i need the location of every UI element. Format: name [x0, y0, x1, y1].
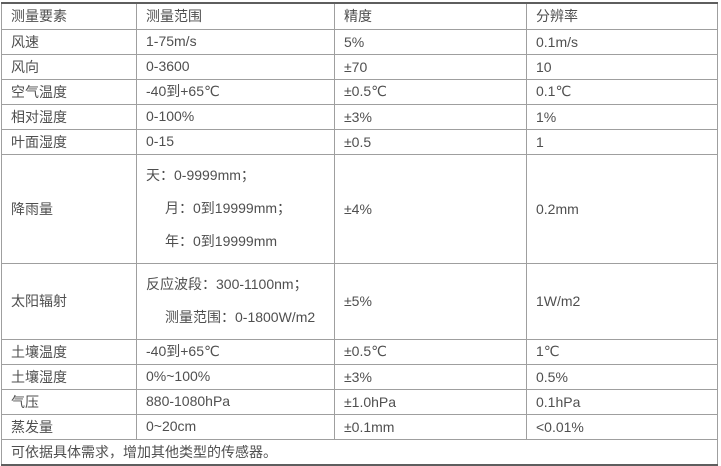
cell-measure-range: 1-75m/s	[136, 28, 335, 55]
header-row: 测量要素 测量范围 精度 分辨率	[1, 2, 718, 30]
cell-resolution: 1W/m2	[526, 262, 718, 340]
cell-measure-range: 880-1080hPa	[136, 388, 335, 415]
cell-accuracy: ±70	[334, 53, 527, 80]
cell-measure-element: 气压	[1, 388, 137, 415]
footer-row: 可依据具体需求，增加其他类型的传感器。	[1, 438, 718, 465]
table-row: 空气温度 -40到+65℃ ±0.5℃ 0.1℃	[1, 78, 718, 105]
table-row: 风向 0-3600 ±70 10	[1, 53, 718, 80]
range-line: 0%~100%	[146, 368, 211, 384]
cell-accuracy: ±5%	[334, 262, 527, 340]
cell-resolution: 1℃	[526, 338, 718, 365]
cell-measure-range: 0-3600	[136, 53, 335, 80]
table-row: 降雨量 天：0-9999mm； 月：0到19999mm； 年：0到19999mm ±4%…	[1, 153, 718, 264]
range-line: 反应波段：300-1100nm；	[146, 276, 308, 292]
table-row: 相对湿度 0-100% ±3% 1%	[1, 103, 718, 130]
cell-measure-range: 0-15	[136, 128, 335, 155]
header-accuracy: 精度	[334, 2, 527, 30]
cell-resolution: 0.5%	[526, 363, 718, 390]
range-line: 0-3600	[146, 58, 190, 74]
header-measure-element: 测量要素	[1, 2, 137, 30]
cell-measure-range: 0%~100%	[136, 363, 335, 390]
cell-accuracy: ±4%	[334, 153, 527, 264]
table-footer: 可依据具体需求，增加其他类型的传感器。	[1, 438, 718, 465]
range-line: 0~20cm	[146, 418, 197, 434]
cell-measure-element: 降雨量	[1, 153, 137, 264]
range-line: -40到+65℃	[146, 343, 220, 359]
cell-accuracy: ±0.1mm	[334, 413, 527, 440]
cell-measure-range: 0~20cm	[136, 413, 335, 440]
footer-note: 可依据具体需求，增加其他类型的传感器。	[1, 438, 718, 465]
table-row: 土壤温度 -40到+65℃ ±0.5℃ 1℃	[1, 338, 718, 365]
cell-measure-range: 反应波段：300-1100nm； 测量范围：0-1800W/m2	[136, 262, 335, 340]
cell-resolution: 10	[526, 53, 718, 80]
range-line: 测量范围：0-1800W/m2	[165, 309, 316, 325]
cell-accuracy: 5%	[334, 28, 527, 55]
spec-table-body: 风速 1-75m/s 5% 0.1m/s 风向 0-3600 ±70 10 空气温度 -40到+6…	[1, 28, 718, 440]
cell-measure-range: -40到+65℃	[136, 78, 335, 105]
cell-resolution: 0.1m/s	[526, 28, 718, 55]
cell-measure-element: 太阳辐射	[1, 262, 137, 340]
cell-resolution: 1	[526, 128, 718, 155]
range-line: 天：0-9999mm；	[146, 167, 255, 183]
table-header: 测量要素 测量范围 精度 分辨率	[1, 2, 718, 30]
cell-accuracy: ±0.5℃	[334, 338, 527, 365]
cell-measure-element: 风向	[1, 53, 137, 80]
header-resolution: 分辨率	[526, 2, 718, 30]
cell-measure-element: 叶面湿度	[1, 128, 137, 155]
table-row: 太阳辐射 反应波段：300-1100nm； 测量范围：0-1800W/m2 ±5% 1W…	[1, 262, 718, 340]
range-line: 1-75m/s	[146, 33, 197, 49]
range-line: 0-15	[146, 133, 175, 149]
cell-measure-element: 风速	[1, 28, 137, 55]
table-row: 土壤湿度 0%~100% ±3% 0.5%	[1, 363, 718, 390]
cell-resolution: 0.1hPa	[526, 388, 718, 415]
table-row: 叶面湿度 0-15 ±0.5 1	[1, 128, 718, 155]
cell-measure-range: 天：0-9999mm； 月：0到19999mm； 年：0到19999mm	[136, 153, 335, 264]
cell-accuracy: ±3%	[334, 103, 527, 130]
table-row: 风速 1-75m/s 5% 0.1m/s	[1, 28, 718, 55]
cell-measure-element: 蒸发量	[1, 413, 137, 440]
cell-accuracy: ±3%	[334, 363, 527, 390]
cell-measure-range: 0-100%	[136, 103, 335, 130]
header-measure-range: 测量范围	[136, 2, 335, 30]
cell-resolution: <0.01%	[526, 413, 718, 440]
range-line: 月：0到19999mm；	[165, 200, 292, 216]
table-row: 蒸发量 0~20cm ±0.1mm <0.01%	[1, 413, 718, 440]
range-line: 年：0到19999mm	[165, 233, 278, 249]
cell-resolution: 0.2mm	[526, 153, 718, 264]
cell-accuracy: ±0.5	[334, 128, 527, 155]
cell-measure-range: -40到+65℃	[136, 338, 335, 365]
range-line: -40到+65℃	[146, 83, 220, 99]
cell-accuracy: ±1.0hPa	[334, 388, 527, 415]
cell-measure-element: 土壤温度	[1, 338, 137, 365]
cell-measure-element: 土壤湿度	[1, 363, 137, 390]
cell-measure-element: 空气温度	[1, 78, 137, 105]
cell-resolution: 0.1℃	[526, 78, 718, 105]
cell-resolution: 1%	[526, 103, 718, 130]
cell-accuracy: ±0.5℃	[334, 78, 527, 105]
cell-measure-element: 相对湿度	[1, 103, 137, 130]
range-line: 880-1080hPa	[146, 393, 231, 409]
range-line: 0-100%	[146, 108, 195, 124]
table-row: 气压 880-1080hPa ±1.0hPa 0.1hPa	[1, 388, 718, 415]
